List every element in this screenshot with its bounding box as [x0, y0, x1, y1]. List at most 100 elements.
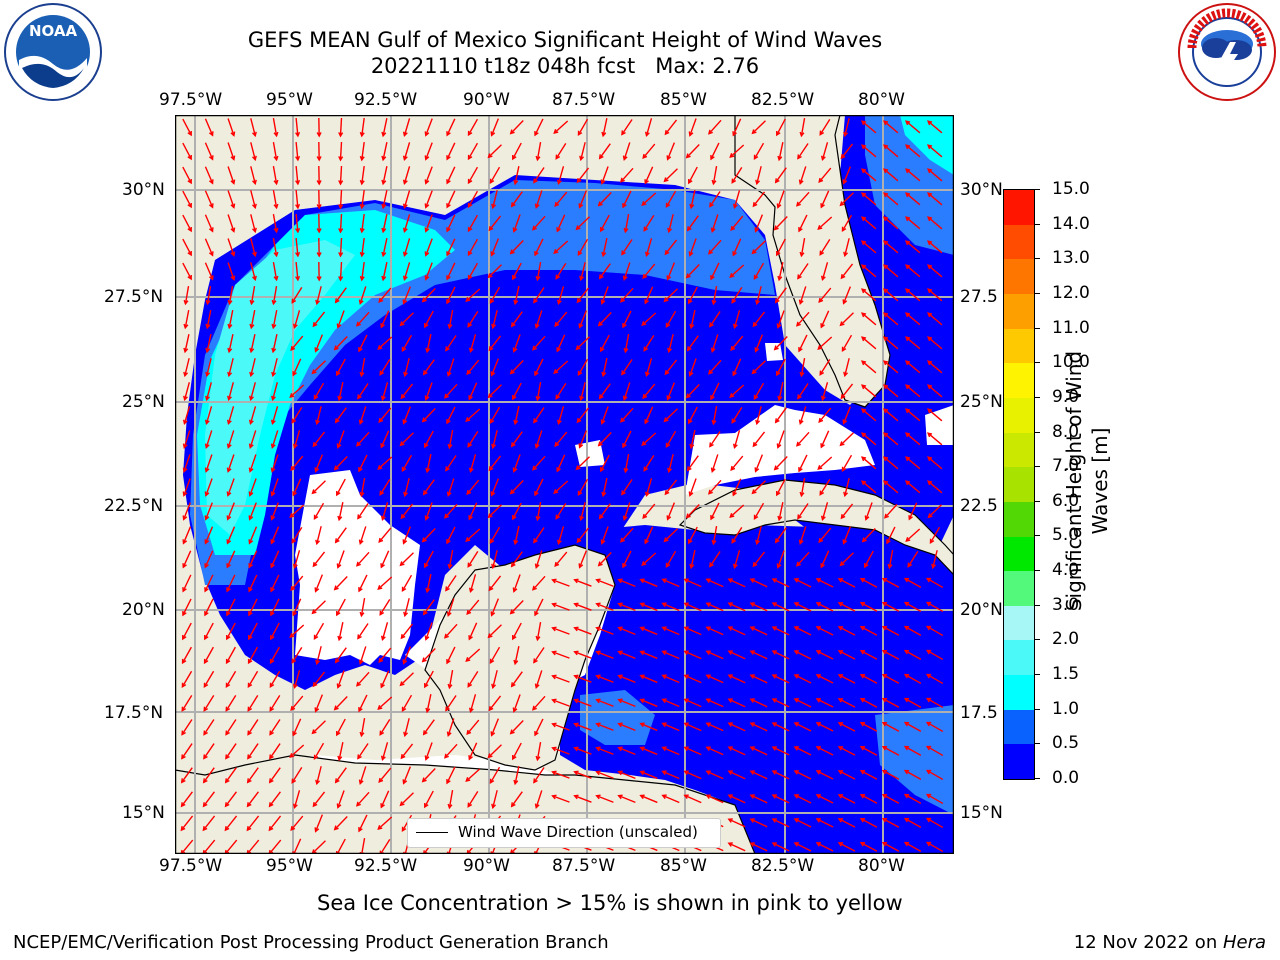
wave-direction-arrow — [642, 143, 656, 159]
wave-direction-arrowhead — [573, 746, 579, 752]
wave-direction-arrowhead — [315, 419, 321, 426]
caribbean-wave-field — [560, 525, 954, 854]
wave-direction-arrow — [204, 526, 214, 544]
wave-direction-arrowhead — [621, 130, 626, 136]
wave-direction-arrowhead — [489, 658, 495, 665]
wave-direction-arrow — [596, 675, 614, 683]
wave-direction-arrowhead — [289, 513, 295, 518]
wave-direction-arrow — [293, 670, 301, 688]
wave-direction-arrowhead — [730, 225, 736, 232]
wave-direction-arrowhead — [512, 587, 518, 593]
wave-direction-arrow — [927, 312, 943, 326]
wave-direction-arrow — [338, 742, 344, 760]
wave-direction-arrow — [728, 794, 746, 804]
wave-direction-arrowhead — [661, 722, 667, 728]
map-panel[interactable] — [175, 115, 954, 854]
wave-direction-arrowhead — [295, 228, 301, 234]
wave-direction-arrow — [358, 334, 368, 352]
wave-direction-arrowhead — [859, 794, 866, 799]
wave-direction-arrowhead — [773, 225, 779, 231]
wave-direction-arrow — [905, 120, 921, 134]
colorbar-bin — [1004, 536, 1034, 572]
wave-direction-arrow — [401, 694, 413, 712]
wave-direction-arrowhead — [577, 490, 583, 497]
wave-direction-arrowhead — [798, 299, 804, 305]
wave-direction-arrow — [775, 407, 787, 423]
wave-direction-arrowhead — [271, 323, 277, 330]
wave-direction-arrowhead — [182, 419, 188, 426]
wave-direction-arrowhead — [273, 227, 279, 234]
wave-direction-arrow — [248, 550, 258, 568]
wave-direction-arrow — [512, 622, 522, 640]
wave-direction-arrow — [467, 262, 479, 280]
wave-direction-arrowhead — [925, 697, 932, 703]
wave-direction-arrowhead — [249, 371, 255, 378]
wave-direction-arrowhead — [205, 347, 211, 354]
wave-direction-arrowhead — [224, 802, 230, 808]
wave-direction-arrow — [181, 767, 193, 783]
wave-direction-arrow — [689, 358, 697, 376]
wave-direction-arrowhead — [311, 729, 317, 735]
wave-direction-arrow — [816, 722, 834, 732]
wave-direction-arrow — [337, 790, 345, 808]
wave-direction-arrow — [380, 790, 390, 808]
wave-direction-arrow — [596, 723, 614, 731]
wave-direction-arrow — [424, 670, 434, 688]
wave-direction-arrowhead — [731, 178, 737, 184]
wave-direction-arrowhead — [926, 288, 933, 294]
wave-direction-arrow — [577, 238, 589, 256]
wave-direction-arrowhead — [336, 490, 341, 497]
wave-direction-arrowhead — [579, 155, 585, 162]
wave-direction-arrow — [711, 454, 719, 472]
wave-direction-arrowhead — [774, 538, 780, 544]
wave-direction-arrowhead — [665, 322, 671, 329]
wave-direction-arrowhead — [751, 489, 757, 495]
wave-direction-arrow — [380, 310, 390, 328]
wave-direction-arrowhead — [490, 491, 496, 497]
wave-direction-arrow — [250, 382, 256, 400]
wave-direction-arrowhead — [187, 274, 192, 281]
wave-direction-arrow — [379, 598, 391, 616]
wave-direction-arrow — [203, 767, 215, 783]
wave-direction-arrowhead — [793, 698, 799, 703]
wave-direction-arrow — [314, 454, 324, 472]
wave-direction-arrowhead — [488, 586, 494, 592]
wave-direction-arrow — [842, 526, 852, 544]
wave-direction-arrow — [708, 479, 722, 495]
wave-direction-arrowhead — [187, 202, 192, 209]
wave-direction-arrow — [602, 118, 608, 136]
wave-direction-arrowhead — [860, 408, 867, 414]
wave-direction-arrow — [446, 526, 456, 544]
wave-direction-arrow — [357, 623, 369, 639]
wave-direction-arrow — [445, 335, 457, 351]
wave-direction-arrow — [422, 648, 436, 662]
wave-direction-arrow — [645, 478, 653, 496]
wave-direction-arrow — [817, 216, 833, 230]
wave-direction-arrowhead — [444, 513, 449, 519]
wave-direction-arrow — [640, 650, 658, 660]
wave-direction-arrow — [182, 574, 192, 592]
wave-direction-arrow — [291, 526, 303, 544]
wave-direction-arrow — [576, 527, 590, 543]
wave-direction-arrow — [359, 526, 367, 544]
wave-direction-arrowhead — [400, 754, 406, 760]
wave-direction-arrowhead — [815, 650, 821, 655]
wave-direction-arrowhead — [903, 601, 910, 607]
wave-direction-arrow — [313, 382, 325, 400]
wave-direction-arrowhead — [446, 299, 451, 305]
wave-direction-arrowhead — [467, 562, 473, 568]
wave-direction-arrow — [796, 551, 810, 567]
wave-direction-arrowhead — [271, 371, 277, 378]
wave-direction-arrow — [465, 408, 481, 422]
footer-date: 12 Nov 2022 on Hera — [1074, 932, 1266, 953]
wave-direction-arrowhead — [798, 467, 803, 473]
wave-direction-arrow — [401, 454, 413, 472]
wave-direction-arrow — [927, 456, 943, 470]
wave-direction-arrowhead — [926, 312, 933, 318]
map-legend: Wind Wave Direction (unscaled) — [407, 818, 721, 848]
wave-direction-arrowhead — [359, 251, 365, 258]
wave-direction-arrowhead — [685, 513, 691, 519]
wave-direction-arrow — [728, 698, 746, 708]
wave-direction-arrowhead — [226, 634, 231, 641]
wave-direction-arrow — [706, 722, 724, 732]
